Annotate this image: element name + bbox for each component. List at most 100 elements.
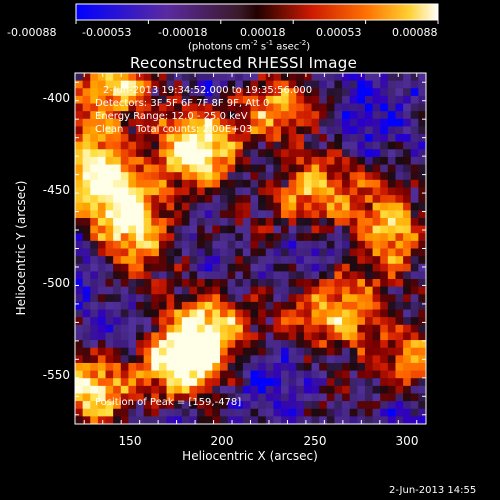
heatmap-cell — [372, 111, 381, 120]
heatmap-cell — [319, 340, 328, 349]
heatmap-cell — [219, 301, 229, 311]
heatmap-cell — [128, 332, 137, 341]
heatmap-cell — [288, 294, 297, 303]
heatmap-cell — [326, 233, 336, 242]
heatmap-cell — [166, 279, 175, 288]
heatmap-cell — [334, 263, 343, 272]
heatmap-cell — [235, 324, 244, 334]
heatmap-cell — [242, 118, 252, 128]
heatmap-cell — [334, 103, 343, 112]
heatmap-cell — [151, 416, 160, 424]
heatmap-cell — [395, 301, 404, 311]
heatmap-cell — [143, 279, 152, 288]
heatmap-cell — [250, 233, 259, 242]
heatmap-cell — [174, 126, 183, 135]
heatmap-cell — [136, 172, 145, 181]
heatmap-cell — [265, 126, 274, 135]
heatmap-cell — [235, 179, 244, 189]
heatmap-cell — [395, 225, 404, 234]
axis-ticks — [75, 73, 426, 424]
heatmap-cell — [380, 103, 389, 112]
heatmap-cell — [219, 393, 229, 402]
heatmap-cell — [418, 362, 426, 372]
heatmap-cell — [75, 80, 84, 89]
heatmap-cell — [418, 378, 426, 387]
heatmap-cell — [128, 416, 137, 424]
heatmap-cell — [357, 126, 366, 135]
heatmap-cell — [258, 141, 267, 150]
heatmap-cell — [349, 202, 358, 211]
heatmap-cell — [143, 240, 152, 250]
heatmap-cell — [281, 355, 290, 364]
heatmap-cell — [90, 73, 99, 82]
heatmap-cell — [380, 294, 389, 303]
heatmap-cell — [136, 103, 145, 112]
heatmap-cell — [120, 347, 130, 356]
heatmap-cell — [410, 355, 419, 364]
heatmap-cell — [128, 370, 137, 379]
heatmap-cell — [281, 408, 290, 417]
heatmap-cell — [90, 233, 99, 242]
heatmap-cell — [273, 95, 282, 105]
heatmap-cell — [212, 187, 221, 196]
heatmap-cell — [334, 301, 343, 311]
heatmap-cell — [334, 111, 343, 120]
heatmap-cell — [296, 378, 305, 387]
heatmap-cell — [342, 401, 351, 410]
heatmap-cell — [174, 362, 183, 372]
heatmap-cell — [113, 195, 122, 204]
heatmap-cell — [250, 103, 259, 112]
heatmap-cell — [250, 164, 259, 173]
colorbar-tick-label: 0.00053 — [316, 26, 362, 39]
heatmap-cell — [296, 324, 305, 334]
heatmap-cell — [204, 240, 213, 250]
heatmap-cell — [166, 362, 175, 372]
heatmap-cell — [158, 317, 168, 326]
heatmap-cell — [281, 210, 290, 219]
heatmap-cell — [387, 73, 397, 82]
heatmap-cell — [105, 309, 114, 318]
heatmap-cell — [82, 347, 91, 356]
heatmap-cell — [166, 416, 175, 424]
heatmap-cell — [204, 370, 213, 379]
heatmap-cell — [342, 294, 351, 303]
heatmap-cell — [75, 164, 84, 173]
heatmap-cell — [197, 393, 206, 402]
heatmap-cell — [204, 118, 213, 128]
heatmap-cell — [311, 126, 320, 135]
heatmap-cell — [136, 164, 145, 173]
heatmap-cell — [265, 164, 274, 173]
heatmap-cell — [82, 401, 91, 410]
heatmap-cell — [90, 217, 99, 227]
heatmap-cell — [189, 156, 198, 166]
heatmap-cell — [273, 210, 282, 219]
heatmap-cell — [158, 233, 168, 242]
heatmap-cell — [158, 240, 168, 250]
heatmap-cell — [120, 210, 130, 219]
heatmap-cell — [364, 362, 374, 372]
heatmap-cell — [166, 210, 175, 219]
heatmap-cell — [158, 80, 168, 89]
heatmap-cell — [143, 225, 152, 234]
heatmap-cell — [136, 156, 145, 166]
heatmap-cell — [395, 271, 404, 280]
heatmap-cell — [181, 309, 191, 318]
heatmap-cell — [273, 118, 282, 128]
heatmap-cell — [181, 378, 191, 387]
heatmap-cell — [90, 401, 99, 410]
heatmap-cell — [97, 141, 107, 150]
heatmap-cell — [166, 355, 175, 364]
heatmap-cell — [403, 294, 412, 303]
heatmap-cell — [372, 301, 381, 311]
heatmap-cell — [151, 301, 160, 311]
heatmap-cell — [303, 393, 313, 402]
heatmap-cell — [136, 118, 145, 128]
heatmap-cell — [204, 248, 213, 257]
heatmap-cell — [90, 408, 99, 417]
heatmap-cell — [349, 362, 358, 372]
heatmap-cell — [364, 332, 374, 341]
heatmap-cell — [296, 164, 305, 173]
heatmap-cell — [136, 370, 145, 379]
heatmap-cell — [90, 103, 99, 112]
heatmap-cell — [319, 362, 328, 372]
